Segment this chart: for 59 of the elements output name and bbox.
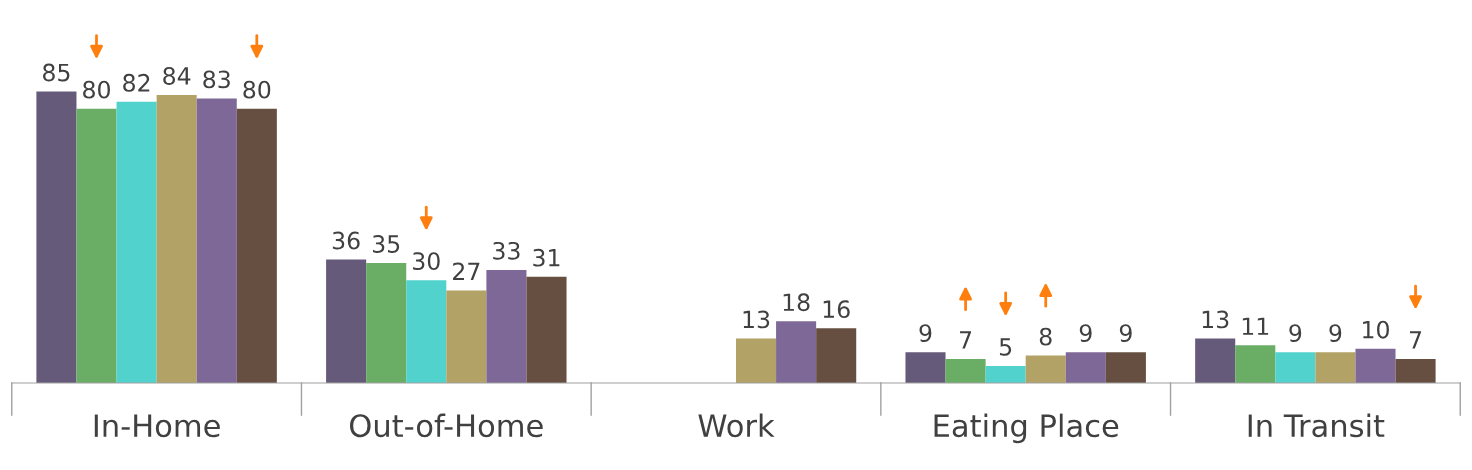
x-tick-label: In Transit [1248,413,1385,438]
x-tick-label: Out-of-Home [350,413,543,438]
data-label: 36 [332,231,360,250]
data-label: 9 [1079,324,1092,343]
data-label: 33 [493,241,520,260]
bar [905,352,946,384]
bar [116,101,157,384]
bar [526,276,567,384]
data-label: 13 [1202,310,1229,329]
bar [1235,345,1276,384]
bar [236,108,277,384]
data-label: 13 [743,310,770,329]
data-label: 9 [1329,324,1342,343]
bar [1065,352,1106,384]
data-label: 84 [163,67,191,85]
bar [1355,348,1396,384]
bar [156,95,197,384]
data-label: 18 [783,293,810,312]
data-label: 80 [83,80,110,99]
data-label: 9 [1289,324,1302,343]
bar [406,280,447,384]
bar [76,108,117,384]
data-label: 82 [123,73,150,92]
bar [816,328,857,384]
x-tick-label: In-Home [94,414,220,438]
data-label: 27 [453,262,480,280]
bar [1275,352,1316,384]
x-tick-label: Eating Place [934,413,1119,444]
data-label: 8 [1039,327,1052,346]
data-label: 85 [43,63,70,82]
bar [196,98,237,384]
data-label: 7 [1409,331,1422,349]
bar [366,263,407,384]
data-label: 83 [203,70,230,89]
bar [945,359,986,384]
data-label: 80 [243,80,271,99]
data-label: 35 [372,235,400,253]
data-label: 31 [533,248,560,267]
bar [736,338,777,384]
data-label: 11 [1242,317,1269,335]
bar [1105,352,1146,384]
bar [985,365,1026,384]
data-label: 16 [823,300,850,319]
data-label: 9 [919,324,932,343]
bar [776,321,817,384]
bar [486,269,527,384]
bar [36,91,77,384]
data-label: 9 [1119,324,1132,343]
data-label: 5 [999,338,1012,356]
bar [1195,338,1236,384]
data-label: 10 [1363,320,1389,339]
x-tick-label: Work [698,413,775,438]
bar [326,259,367,384]
data-label: 30 [413,252,440,271]
bar [1025,355,1066,384]
data-label: 7 [960,331,972,349]
bar [446,290,487,384]
bar [1395,359,1436,384]
bar [1315,352,1356,384]
